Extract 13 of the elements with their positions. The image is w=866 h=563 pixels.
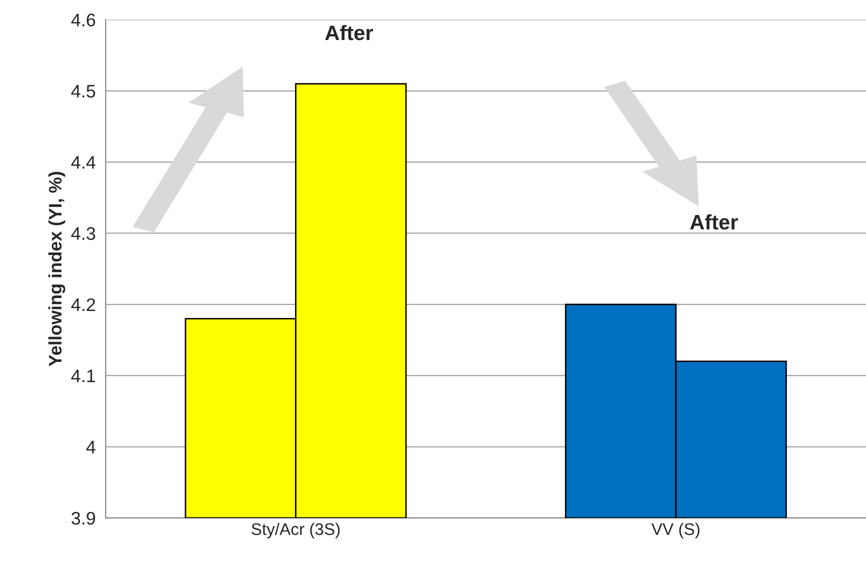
- y-tick-label: 4.6: [71, 14, 96, 26]
- annotation: After: [690, 214, 738, 230]
- x-tick-label: Sty/Acr (3S): [252, 522, 340, 538]
- y-tick-label: 4.1: [71, 370, 96, 382]
- y-tick-label: 3.9: [72, 512, 96, 525]
- x-tick-label: VV (S): [651, 522, 700, 538]
- y-tick-label: 4.4: [71, 156, 96, 169]
- y-tick-label: 4.3: [71, 227, 96, 240]
- y-tick-label: 4: [86, 440, 96, 454]
- y-tick-label: 4.2: [71, 298, 96, 311]
- annotation: After: [325, 24, 373, 40]
- y-axis-title: Yellowing index (YI, %): [48, 172, 66, 366]
- y-tick-label: 4.5: [71, 85, 96, 98]
